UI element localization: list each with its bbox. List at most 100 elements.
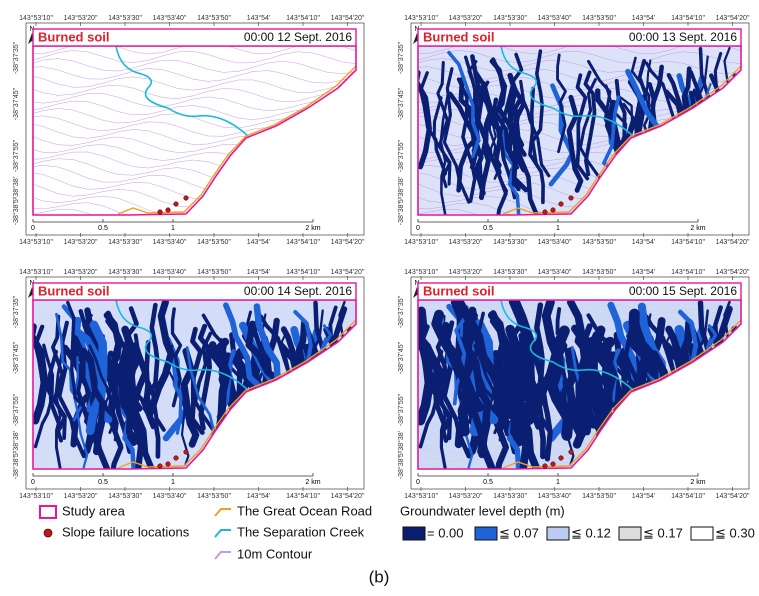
map-panel: 143°53'10"143°53'10"143°53'20"143°53'20"…	[12, 268, 371, 516]
saturated-zone	[710, 352, 736, 467]
lon-tick-label: 143°53'10"	[19, 14, 53, 22]
slope-failure	[551, 462, 556, 467]
figure: (b) 143°53'10" 143°53'10" 143°53'20" 143°53…	[0, 0, 759, 591]
saturated-zone	[339, 343, 348, 444]
panel-time: 00:00 15 Sept. 2016	[629, 284, 737, 298]
lat-tick-label: -38°38'5"	[397, 450, 405, 479]
saturated-zone	[710, 98, 736, 213]
slope-failure	[569, 196, 574, 201]
lon-tick-label: 143°54'	[247, 492, 271, 500]
lon-tick-label: 143°53'40"	[153, 238, 187, 246]
legend-swatch	[619, 527, 641, 540]
lat-tick-label: -38°37'45"	[397, 87, 405, 120]
map-panel: 143°53'10"143°53'10"143°53'20"143°53'20"…	[397, 14, 756, 262]
saturated-zone	[735, 76, 749, 171]
lon-tick-label: 143°53'50"	[197, 14, 231, 22]
lat-tick-label: -38°37'45"	[397, 341, 405, 374]
slope-failure	[174, 202, 179, 207]
slope-failure	[551, 208, 556, 213]
lon-tick-label: 143°53'20"	[449, 14, 483, 22]
lon-tick-label: 143°53'50"	[582, 492, 616, 500]
slope-failure	[158, 464, 163, 469]
saturated-zone	[694, 345, 729, 463]
slope-failure	[184, 450, 189, 455]
saturated-zone	[738, 94, 756, 206]
lon-tick-label: 143°53'30"	[108, 14, 142, 22]
lon-tick-label: 143°53'50"	[582, 14, 616, 22]
lon-tick-label: 143°54'20"	[331, 238, 365, 246]
legend-title: Groundwater level depth (m)	[400, 503, 565, 518]
lon-tick-label: 143°53'10"	[404, 238, 438, 246]
legend: Study areaSlope failure locationsThe Gre…	[40, 503, 755, 561]
slope-failure	[569, 450, 574, 455]
lon-tick-label: 143°53'10"	[404, 492, 438, 500]
lon-tick-label: 143°53'40"	[153, 268, 187, 276]
contour-line	[28, 172, 358, 210]
lat-tick-label: -38°38'	[397, 177, 405, 199]
legend-label: The Great Ocean Road	[237, 503, 372, 518]
lon-tick-label: 143°54'	[632, 14, 656, 22]
legend-swatch	[215, 509, 231, 516]
slope-failure	[158, 210, 163, 215]
lon-tick-label: 143°54'	[632, 268, 656, 276]
scale-label: 0.5	[483, 479, 493, 486]
lon-tick-label: 143°53'10"	[404, 268, 438, 276]
lon-tick-label: 143°54'10"	[671, 238, 705, 246]
contour-line	[28, 192, 358, 226]
caption: (b)	[369, 567, 390, 586]
lon-tick-label: 143°53'30"	[493, 14, 527, 22]
slope-failure	[559, 202, 564, 207]
lon-tick-label: 143°53'40"	[538, 238, 572, 246]
saturated-zone	[353, 348, 371, 460]
lat-tick-label: -38°37'55"	[397, 139, 405, 172]
lat-tick-label: -38°38'5"	[12, 450, 20, 479]
page: {"panels": [ {"label": "Burned soil", "t…	[0, 0, 759, 591]
lon-tick-label: 143°53'20"	[64, 492, 98, 500]
lon-tick-label: 143°54'20"	[716, 238, 750, 246]
contour-line	[28, 165, 358, 201]
panel-time: 00:00 13 Sept. 2016	[629, 30, 737, 44]
lon-tick-label: 143°53'20"	[449, 268, 483, 276]
legend-swatch	[44, 529, 52, 537]
lon-tick-label: 143°53'10"	[19, 238, 53, 246]
study-area	[33, 46, 356, 215]
saturated-zone	[350, 330, 364, 425]
lat-tick-label: -38°38'5"	[397, 196, 405, 225]
lon-tick-label: 143°53'50"	[582, 268, 616, 276]
contour-line	[28, 67, 358, 83]
lon-tick-label: 143°53'40"	[153, 14, 187, 22]
slope-failure	[543, 210, 548, 215]
lon-tick-label: 143°54'20"	[331, 492, 365, 500]
slope-failure	[559, 456, 564, 461]
lon-tick-label: 143°54'10"	[286, 492, 320, 500]
lon-tick-label: 143°54'20"	[716, 268, 750, 276]
saturated-zone	[724, 89, 733, 190]
lon-tick-label: 143°53'40"	[153, 492, 187, 500]
legend-swatch	[403, 527, 425, 540]
legend-swatch	[475, 527, 497, 540]
saturated-zone	[346, 352, 357, 456]
scale-label: 0.5	[483, 225, 493, 232]
legend-label: ≦ 0.17	[643, 525, 683, 540]
lon-tick-label: 143°53'10"	[19, 268, 53, 276]
lat-tick-label: -38°38'5"	[12, 196, 20, 225]
legend-swatch	[40, 506, 56, 518]
legend-label: The Separation Creek	[237, 524, 365, 539]
lat-tick-label: -38°37'35"	[12, 41, 20, 74]
lon-tick-label: 143°54'20"	[331, 14, 365, 22]
lat-tick-label: -38°37'55"	[397, 393, 405, 426]
lon-tick-label: 143°53'30"	[493, 238, 527, 246]
scale-label: 0	[31, 479, 35, 486]
lon-tick-label: 143°54'20"	[716, 492, 750, 500]
lat-tick-label: -38°38'	[12, 431, 20, 453]
lat-tick-label: -38°38'	[12, 177, 20, 199]
lon-tick-label: 143°54'10"	[286, 238, 320, 246]
lat-tick-label: -38°37'55"	[12, 393, 20, 426]
lon-tick-label: 143°53'20"	[449, 492, 483, 500]
lon-tick-label: 143°54'20"	[716, 14, 750, 22]
legend-label: Study area	[62, 503, 126, 518]
lon-tick-label: 143°53'40"	[538, 14, 572, 22]
saturated-zone	[711, 76, 743, 196]
lon-tick-label: 143°53'50"	[197, 238, 231, 246]
lon-tick-label: 143°53'20"	[64, 238, 98, 246]
